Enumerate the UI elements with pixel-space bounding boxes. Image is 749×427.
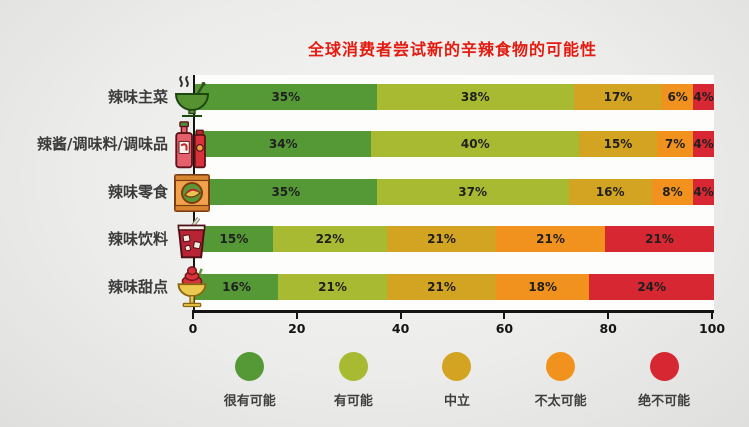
bar-segment: 8% <box>651 178 694 205</box>
bar-segment: 15% <box>195 226 273 253</box>
legend-item-label: 中立 <box>443 394 470 409</box>
bar-row: 15% 22% 21% 21% 21% <box>195 226 714 253</box>
bar-segment-label: 38% <box>460 90 490 104</box>
bar-segment-label: 21% <box>427 279 456 294</box>
bar-segment-label: 7% <box>664 137 686 152</box>
category-label: 辣酱/调味料/调味品 <box>37 135 168 154</box>
bar-segment-label: 16% <box>222 279 251 294</box>
snack-bag-icon <box>171 169 213 219</box>
bar-segment: 35% <box>195 178 377 205</box>
soup-bowl-icon <box>171 74 213 124</box>
bar-segment: 16% <box>195 273 279 300</box>
bar-segment: 21% <box>387 226 496 253</box>
bar-segment-label: 35% <box>271 90 301 104</box>
bar-segment-label: 4% <box>693 137 714 152</box>
bar-segment-label: 15% <box>603 137 633 152</box>
bar-segment-label: 21% <box>645 232 674 247</box>
bar-segment-label: 16% <box>595 184 625 199</box>
bar-segment-label: 21% <box>427 232 456 247</box>
axis-tick <box>192 310 194 319</box>
bar-segment: 24% <box>589 273 714 300</box>
legend-swatch <box>338 352 368 381</box>
legend-item: 很有可能 <box>198 352 302 414</box>
bar-segment-label: 17% <box>603 90 633 104</box>
bar-segment-label: 21% <box>318 279 347 294</box>
axis-tick <box>503 310 506 319</box>
bar-segment-label: 37% <box>458 184 488 199</box>
bar-segment: 21% <box>387 273 496 300</box>
plot-area: 35% 38% 17% 6% 4% 34% 40% 15% 7% 4% 35% 37% 16% 8% 4% 1… <box>193 75 714 313</box>
bar-segment: 21% <box>496 226 605 253</box>
bar-segment-label: 24% <box>637 279 667 294</box>
axis-tick-label: 40 <box>391 321 410 336</box>
category-label: 辣味甜点 <box>107 277 168 296</box>
bar-row: 34% 40% 15% 7% 4% <box>195 131 714 158</box>
bar-row: 35% 37% 16% 8% 4% <box>195 178 714 205</box>
bar-segment-label: 15% <box>219 232 249 247</box>
bar-row: 16% 21% 21% 18% 24% <box>195 273 714 300</box>
category-label: 辣味主菜 <box>107 88 168 106</box>
bar-row: 35% 38% 17% 6% 4% <box>195 84 714 110</box>
legend-item: 有可能 <box>302 352 406 414</box>
dessert-sundae-icon <box>171 264 213 314</box>
legend-item-label: 绝不可能 <box>638 394 691 409</box>
category-label: 辣味饮料 <box>107 230 168 249</box>
axis-tick <box>399 310 402 319</box>
bar-segment: 4% <box>693 131 714 158</box>
bar-segment: 22% <box>272 226 388 253</box>
legend-swatch <box>649 352 679 381</box>
bar-segment: 15% <box>579 131 657 158</box>
legend-swatch <box>546 352 576 381</box>
axis-tick-label: 0 <box>188 321 198 336</box>
bar-segment: 6% <box>662 84 694 110</box>
bar-segment: 16% <box>568 178 652 205</box>
bar-segment: 37% <box>376 178 569 205</box>
bar-segment: 4% <box>693 84 714 110</box>
bar-segment-label: 6% <box>667 90 688 104</box>
bar-segment-label: 21% <box>536 232 565 247</box>
bar-segment-label: 34% <box>268 137 298 152</box>
bar-segment-label: 18% <box>528 279 558 294</box>
axis-tick-label: 100 <box>698 321 726 336</box>
axis-tick <box>711 310 713 319</box>
bar-segment: 38% <box>376 84 574 110</box>
legend-item: 中立 <box>405 352 509 414</box>
bar-segment: 7% <box>656 131 694 158</box>
x-axis: 0 20 40 60 80 100 <box>189 310 725 344</box>
legend: 很有可能 有可能 中立 不太可能 绝不可能 <box>198 352 716 414</box>
axis-tick-label: 60 <box>495 321 514 336</box>
sauce-bottles-icon <box>171 121 213 171</box>
bar-segment: 35% <box>195 84 377 110</box>
legend-swatch <box>442 352 472 381</box>
bar-segment: 18% <box>496 273 590 300</box>
bar-segment: 4% <box>693 178 714 205</box>
legend-item: 不太可能 <box>509 352 613 414</box>
bar-segment: 17% <box>573 84 663 110</box>
bar-segment-label: 22% <box>315 232 345 247</box>
drink-glass-icon <box>171 216 213 266</box>
bar-segment-label: 40% <box>460 137 490 152</box>
legend-swatch <box>235 352 265 381</box>
axis-tick-label: 80 <box>599 321 617 336</box>
bar-segment-label: 4% <box>693 90 714 104</box>
bar-segment-label: 35% <box>271 184 301 199</box>
axis-tick <box>295 310 298 319</box>
category-label: 辣味零食 <box>107 182 168 201</box>
axis-tick <box>607 310 610 319</box>
bar-segment-label: 8% <box>662 184 683 199</box>
legend-item-label: 很有可能 <box>223 394 276 409</box>
axis-tick-label: 20 <box>288 321 306 336</box>
bar-segment: 34% <box>195 131 372 158</box>
bar-segment-label: 4% <box>693 184 714 199</box>
bar-segment: 40% <box>371 131 580 158</box>
legend-item-label: 不太可能 <box>534 394 587 409</box>
legend-item: 绝不可能 <box>612 352 716 414</box>
bar-segment: 21% <box>278 273 388 300</box>
bar-segment: 21% <box>604 226 714 253</box>
legend-item-label: 有可能 <box>333 394 373 409</box>
chart-title: 全球消费者尝试新的辛辣食物的可能性 <box>307 40 597 59</box>
